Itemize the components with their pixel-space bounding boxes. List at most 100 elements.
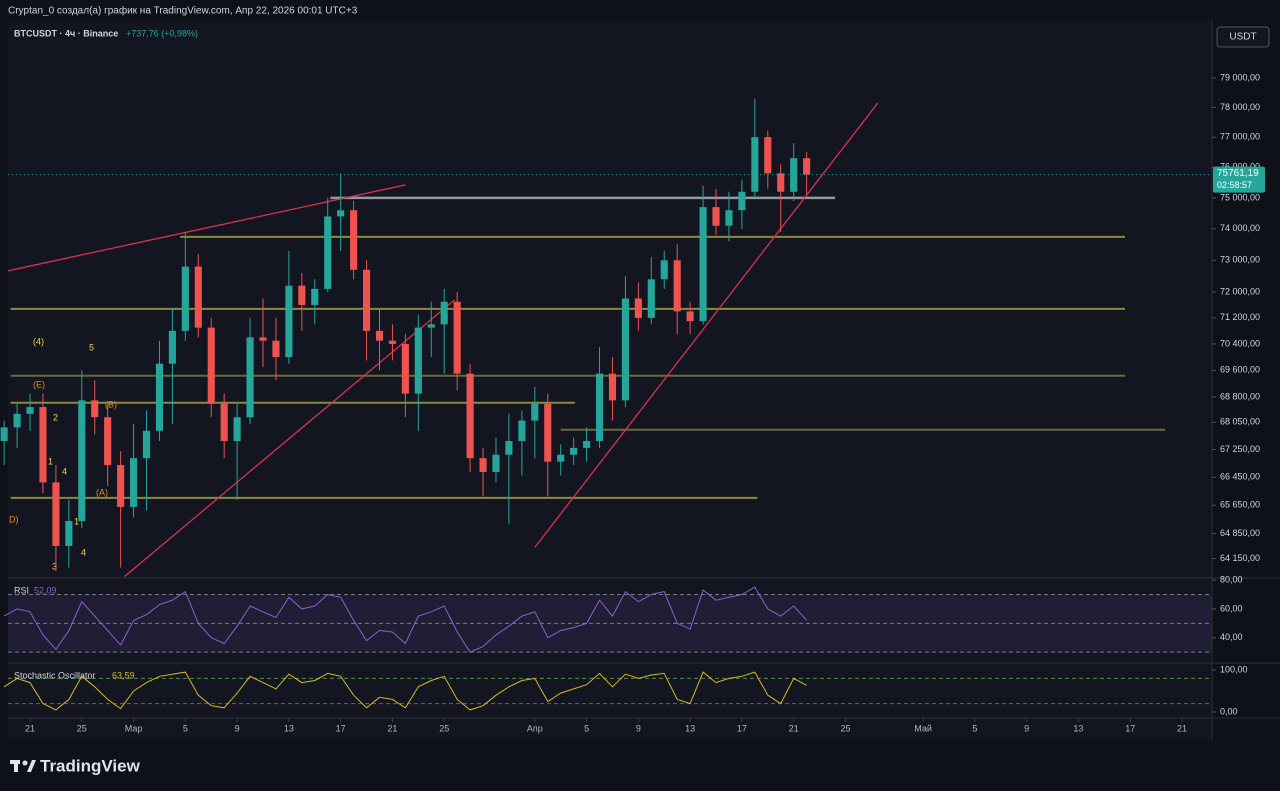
- y-tick-label: 67 250,00: [1220, 444, 1260, 454]
- x-tick-label: 25: [439, 723, 449, 733]
- candle-body: [686, 311, 694, 322]
- x-tick-label: 21: [387, 723, 397, 733]
- candle-body: [777, 173, 785, 192]
- candle-body: [608, 373, 617, 401]
- candle-body: [39, 407, 47, 483]
- candle-body: [479, 458, 487, 472]
- wave-label: (B): [105, 399, 117, 409]
- y-tick-label: 64 150,00: [1220, 553, 1260, 563]
- candle-body: [0, 427, 8, 442]
- x-tick-label: 9: [235, 723, 240, 733]
- wave-label: 1: [48, 456, 53, 466]
- y-tick-label: 60,00: [1220, 603, 1243, 613]
- wave-label: 4: [81, 547, 86, 557]
- indicator-line: [3, 671, 807, 711]
- candle-body: [311, 288, 319, 305]
- candle-body: [233, 417, 241, 442]
- candle-body: [117, 465, 125, 507]
- y-tick-label: 73 000,00: [1220, 255, 1260, 265]
- candle-body: [104, 417, 112, 466]
- candle-body: [673, 260, 681, 312]
- candle-body: [65, 521, 73, 546]
- candle-body: [505, 441, 513, 455]
- x-tick-label: 13: [685, 723, 695, 733]
- candle-body: [142, 430, 151, 459]
- last-price-badge: [1213, 166, 1265, 193]
- y-tick-label: 69 600,00: [1220, 365, 1260, 375]
- y-tick-label: 75 000,00: [1220, 192, 1260, 202]
- y-tick-label: 70 400,00: [1220, 338, 1260, 348]
- candle-body: [803, 158, 811, 175]
- candle-body: [583, 441, 591, 448]
- candle-body: [427, 324, 435, 328]
- candle-body: [531, 403, 539, 421]
- brand-name: TradingView: [40, 756, 141, 775]
- candle-body: [790, 158, 798, 192]
- wave-label: 4: [62, 466, 67, 476]
- candle-body: [764, 137, 772, 174]
- trend-line: [7, 184, 406, 272]
- y-tick-label: 80,00: [1220, 574, 1243, 584]
- indicator-name: Stochastic Oscillator: [14, 670, 96, 680]
- candle-body: [401, 343, 409, 394]
- y-tick-label: 72 000,00: [1220, 286, 1260, 296]
- candle-body: [362, 269, 371, 331]
- candle-body: [337, 210, 345, 217]
- x-tick-label: 17: [737, 723, 747, 733]
- candle-body: [699, 207, 707, 322]
- candle-body: [751, 137, 759, 192]
- price-change: +737,76 (+0,98%): [126, 28, 198, 38]
- x-tick-label: 17: [336, 723, 346, 733]
- indicator-value: 52,09: [34, 585, 57, 595]
- wave-label: D): [9, 514, 19, 524]
- candle-body: [388, 340, 396, 344]
- x-tick-label: 13: [284, 723, 294, 733]
- candle-body: [544, 403, 552, 462]
- x-tick-label: 9: [1024, 723, 1029, 733]
- wave-label: 3: [52, 561, 57, 571]
- indicator-value: 63,59: [112, 670, 135, 680]
- wave-label: 2: [53, 412, 58, 422]
- x-tick-label: Апр: [527, 723, 543, 733]
- currency-button[interactable]: [1216, 26, 1270, 48]
- candle-body: [52, 482, 60, 546]
- x-tick-label: 5: [183, 723, 188, 733]
- candle-body: [91, 400, 99, 418]
- candle-body: [207, 327, 215, 404]
- x-tick-label: 5: [584, 723, 589, 733]
- candle-body: [130, 458, 138, 507]
- candle-body: [13, 413, 21, 428]
- candle-body: [518, 420, 526, 442]
- candle-body: [660, 260, 668, 280]
- x-tick-label: 21: [789, 723, 799, 733]
- candle-body: [414, 327, 422, 394]
- y-tick-label: 68 050,00: [1220, 417, 1260, 427]
- x-tick-label: 21: [25, 723, 35, 733]
- y-tick-label: 64 850,00: [1220, 528, 1260, 538]
- candle-body: [324, 216, 332, 289]
- y-tick-label: 40,00: [1220, 632, 1243, 642]
- y-tick-label: 71 200,00: [1220, 312, 1260, 322]
- x-tick-label: 13: [1073, 723, 1083, 733]
- candle-body: [298, 285, 306, 305]
- candle-body: [272, 340, 280, 358]
- candle-body: [712, 207, 720, 226]
- candle-body: [285, 285, 293, 358]
- candle-body: [557, 454, 565, 462]
- last-price-label: 75761,19: [1217, 168, 1259, 179]
- x-tick-label: 5: [972, 723, 977, 733]
- candle-body: [440, 301, 448, 325]
- candle-body: [738, 191, 746, 211]
- candle-body: [621, 298, 629, 401]
- y-tick-label: 77 000,00: [1220, 132, 1260, 142]
- y-tick-label: 78 000,00: [1220, 102, 1260, 112]
- candle-body: [453, 301, 461, 374]
- candle-body: [194, 266, 202, 328]
- y-tick-label: 0,00: [1220, 706, 1238, 716]
- header-title: Cryptan_0 создал(а) график на TradingVie…: [8, 5, 358, 17]
- x-tick-label: 17: [1125, 723, 1135, 733]
- currency-label[interactable]: USDT: [1229, 32, 1256, 43]
- brand-logo: [10, 760, 36, 772]
- countdown-label: 02:58:57: [1217, 180, 1252, 190]
